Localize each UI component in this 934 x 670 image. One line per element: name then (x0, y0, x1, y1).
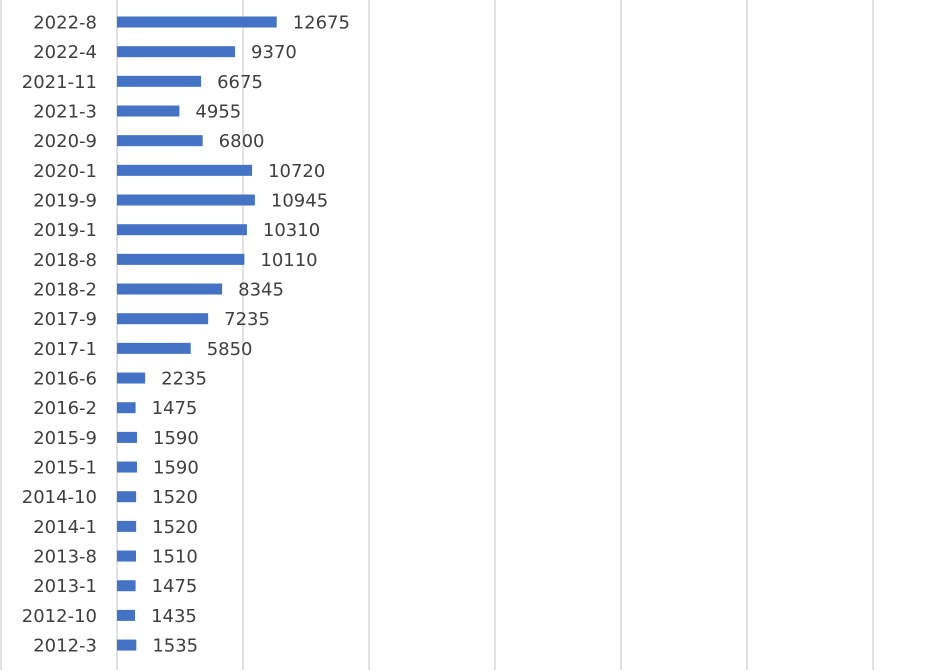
data-label: 6800 (219, 131, 265, 152)
bar-2012-3 (117, 639, 137, 651)
bar-2013-8 (117, 550, 137, 562)
category-label: 2018-2 (33, 280, 97, 301)
category-label: 2013-8 (33, 547, 97, 568)
data-label: 1535 (152, 636, 198, 657)
data-label: 1590 (153, 458, 199, 479)
category-label: 2021-3 (33, 102, 97, 123)
data-label: 9370 (251, 42, 297, 63)
bar-2015-9 (117, 431, 138, 443)
bar-2022-8 (117, 16, 277, 28)
category-label: 2015-1 (33, 458, 97, 479)
bar-2017-1 (117, 342, 191, 354)
category-label: 2015-9 (33, 428, 97, 449)
data-label: 2235 (161, 369, 207, 390)
bar-2018-8 (117, 253, 245, 265)
bar-2015-1 (117, 461, 138, 473)
category-label: 2017-1 (33, 339, 97, 360)
data-label: 1520 (152, 487, 198, 508)
data-label: 10945 (271, 191, 328, 212)
category-label: 2017-9 (33, 309, 97, 330)
bar-2018-2 (117, 283, 223, 295)
category-label: 2012-10 (22, 606, 97, 627)
bar-2012-10 (117, 609, 136, 621)
category-label: 2022-8 (33, 13, 97, 34)
bar-2013-1 (117, 580, 136, 592)
category-label: 2020-1 (33, 161, 97, 182)
bar-2014-1 (117, 520, 137, 532)
category-label: 2019-9 (33, 191, 97, 212)
data-label: 6675 (217, 72, 263, 93)
category-label: 2016-6 (33, 369, 97, 390)
bar-2019-1 (117, 224, 247, 236)
data-label: 1590 (153, 428, 199, 449)
bar-2017-9 (117, 313, 209, 325)
data-label: 10310 (263, 220, 320, 241)
bar-2022-4 (117, 46, 236, 58)
gridlines (0, 0, 874, 670)
category-label: 2016-2 (33, 398, 97, 419)
data-label: 4955 (195, 102, 241, 123)
bar-2020-1 (117, 164, 253, 176)
data-label: 1475 (152, 398, 198, 419)
category-label: 2014-1 (33, 517, 97, 538)
category-label: 2018-8 (33, 250, 97, 271)
data-label: 1520 (152, 517, 198, 538)
data-label: 10720 (268, 161, 325, 182)
category-label: 2014-10 (22, 487, 97, 508)
bar-2016-6 (117, 372, 146, 384)
data-label: 5850 (207, 339, 253, 360)
data-label: 1435 (151, 606, 197, 627)
category-label: 2020-9 (33, 131, 97, 152)
bar-2021-11 (117, 75, 202, 87)
bar-2020-9 (117, 135, 203, 147)
category-label: 2019-1 (33, 220, 97, 241)
data-label: 7235 (224, 309, 270, 330)
data-label: 8345 (238, 280, 284, 301)
bar-2019-9 (117, 194, 255, 206)
category-label: 2012-3 (33, 636, 97, 657)
bar-2016-2 (117, 402, 136, 414)
bar-series (117, 16, 277, 651)
data-label: 10110 (260, 250, 317, 271)
category-label: 2021-11 (22, 72, 97, 93)
data-label: 1510 (152, 547, 198, 568)
data-label: 1475 (152, 576, 198, 597)
category-axis-labels: 2022-8 2022-4 2021-11 2021-3 2020-9 2020-1 201… (22, 13, 97, 657)
category-label: 2022-4 (33, 42, 97, 63)
bar-2021-3 (117, 105, 180, 117)
category-label: 2013-1 (33, 576, 97, 597)
data-label: 12675 (293, 13, 350, 34)
bar-2014-10 (117, 491, 137, 503)
